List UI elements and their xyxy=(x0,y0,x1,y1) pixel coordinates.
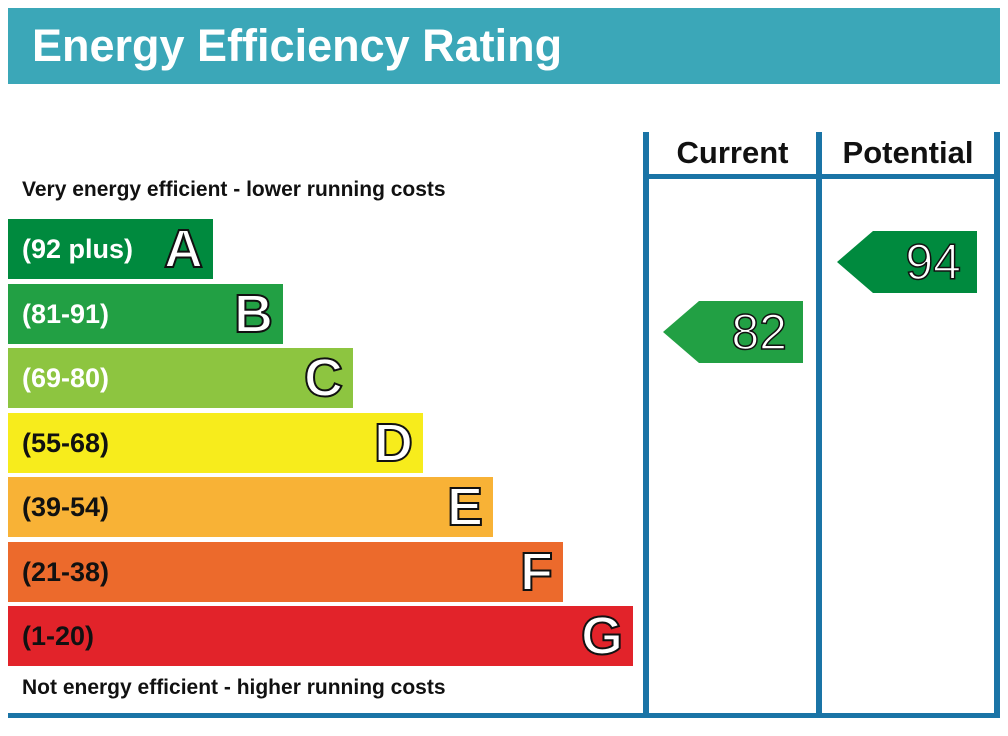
bottom-caption: Not energy efficient - higher running co… xyxy=(22,676,446,699)
column-header-rule xyxy=(643,174,1000,179)
potential-rating-value: 94 xyxy=(905,233,962,291)
current-rating-value: 82 xyxy=(731,303,788,361)
potential-column-header: Potential xyxy=(842,135,974,170)
column-divider-middle xyxy=(816,132,822,716)
arrow-shape xyxy=(837,231,977,293)
current-column-header: Current xyxy=(676,135,789,170)
band-range-label: (92 plus) xyxy=(22,234,134,264)
band-e: (39-54) E xyxy=(8,477,493,537)
band-letter: B xyxy=(233,283,274,344)
column-divider-left xyxy=(643,132,649,716)
band-range-label: (39-54) xyxy=(22,492,110,522)
header-bar: Energy Efficiency Rating xyxy=(8,8,1000,84)
band-letter: G xyxy=(580,606,624,666)
band-range-label: (81-91) xyxy=(22,298,110,329)
band-letter: A xyxy=(163,219,204,279)
band-f: (21-38) F xyxy=(8,541,563,602)
band-letter: E xyxy=(446,477,484,537)
band-range-label: (55-68) xyxy=(22,427,110,458)
band-range-label: (1-20) xyxy=(22,621,95,651)
bottom-rule xyxy=(8,713,1000,718)
band-letter: C xyxy=(303,348,344,408)
top-caption: Very energy efficient - lower running co… xyxy=(22,178,446,201)
band-range-label: (69-80) xyxy=(22,363,110,393)
band-g: (1-20) G xyxy=(8,606,633,666)
band-d: (55-68) D xyxy=(8,412,423,473)
column-divider-right xyxy=(994,132,1000,716)
current-rating-arrow: 82 xyxy=(663,301,803,363)
band-range-label: (21-38) xyxy=(22,556,110,587)
band-letter: F xyxy=(519,541,554,602)
potential-rating-arrow: 94 xyxy=(837,231,977,293)
arrow-shape xyxy=(663,301,803,363)
band-b: (81-91) B xyxy=(8,283,283,344)
band-letter: D xyxy=(373,412,414,473)
band-c: (69-80) C xyxy=(8,348,353,408)
page-title: Energy Efficiency Rating xyxy=(32,20,563,71)
band-a: (92 plus) A xyxy=(8,219,213,279)
